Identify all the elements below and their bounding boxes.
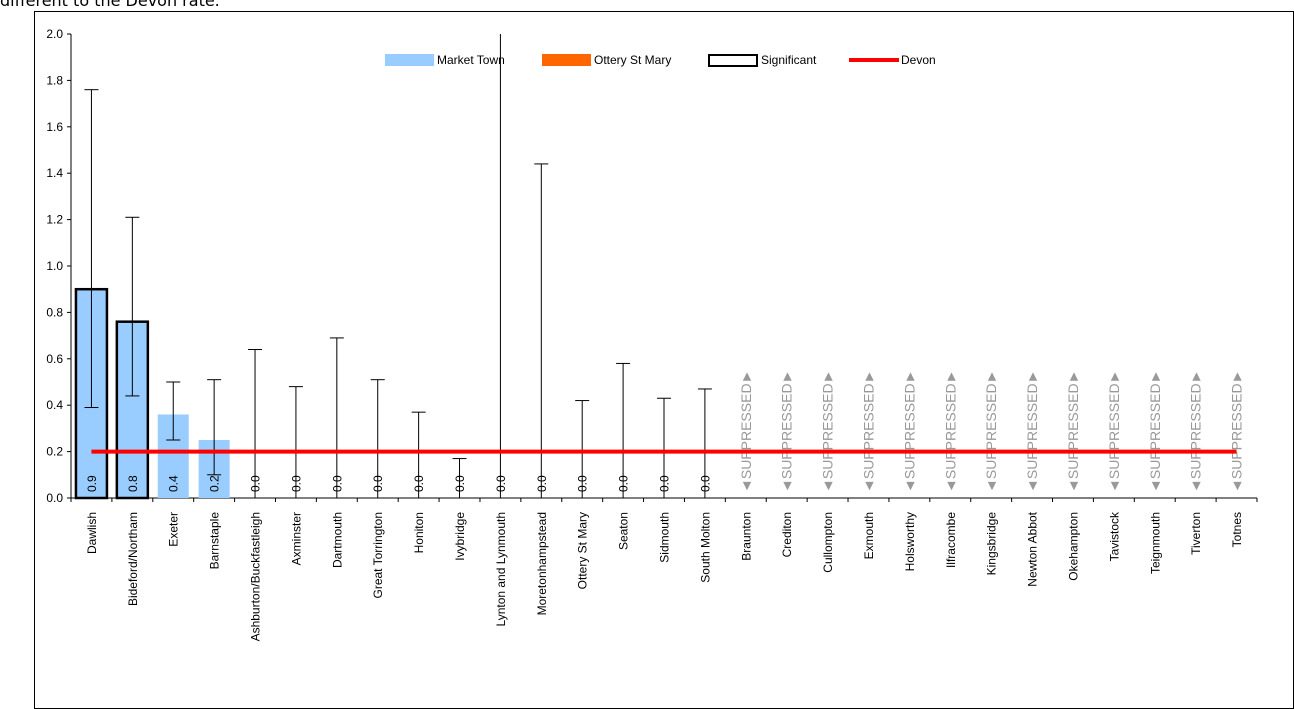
chart-caption: different to the Devon rate.	[0, 0, 220, 10]
x-tick-label: Barnstaple	[208, 512, 222, 570]
x-tick-label: Holsworthy	[903, 512, 917, 571]
data-label: 0.0	[289, 475, 303, 492]
suppressed-label: ◄SUPPRESSED►	[738, 370, 754, 493]
x-tick-label: Moretonhampstead	[535, 512, 549, 615]
x-tick-label: Axminster	[289, 512, 303, 565]
data-label: 0.0	[698, 475, 712, 492]
y-tick-label: 0.4	[46, 398, 63, 412]
x-tick-label: Lynton and Lynmouth	[494, 512, 508, 627]
x-tick-label: Kingsbridge	[985, 512, 999, 576]
x-tick-label: Ashburton/Buckfastleigh	[249, 512, 263, 641]
legend-swatch	[542, 54, 591, 66]
x-tick-label: Bideford/Northam	[126, 512, 140, 606]
x-tick-label: Ivybridge	[453, 512, 467, 561]
data-labels: 0.9 0.8 0.4 0.2 0.0 0.0 0.0 0.0 0.0 0.0 0.0 0.0 0.0 0…	[85, 370, 1245, 493]
chart-border	[34, 11, 1294, 709]
data-label: 0.0	[576, 475, 590, 492]
x-tick-label: Sidmouth	[658, 512, 672, 563]
bars	[74, 287, 230, 500]
suppressed-label: ◄SUPPRESSED►	[942, 370, 958, 493]
x-tick-label: Ottery St Mary	[576, 512, 590, 589]
y-tick-label: 1.0	[46, 259, 63, 273]
data-label: 0.2	[208, 475, 222, 492]
x-tick-label: Great Torrington	[371, 512, 385, 599]
legend-item-devon: Devon	[849, 53, 936, 67]
legend-swatch	[385, 54, 434, 66]
x-tick-label: Braunton	[739, 512, 753, 561]
legend: Market Town Ottery St Mary Significant Devo…	[385, 53, 936, 67]
error-bars	[84, 34, 712, 499]
x-tick-label: Okehampton	[1066, 512, 1080, 581]
x-tick-label: Honiton	[412, 512, 426, 553]
data-label: 0.0	[494, 475, 508, 492]
x-tick-label: Exmouth	[862, 512, 876, 559]
suppressed-label: ◄SUPPRESSED►	[1229, 370, 1245, 493]
suppressed-label: ◄SUPPRESSED►	[1024, 370, 1040, 493]
suppressed-label: ◄SUPPRESSED►	[983, 370, 999, 493]
y-tick-label: 0.6	[46, 352, 63, 366]
data-label: 0.9	[85, 475, 99, 492]
x-tick-label: Dawlish	[85, 512, 99, 554]
x-tick-label: Newton Abbot	[1026, 511, 1040, 586]
y-tick-label: 1.8	[46, 73, 63, 87]
y-tick-label: 0.2	[46, 445, 63, 459]
suppressed-label: ◄SUPPRESSED►	[901, 370, 917, 493]
legend-label: Ottery St Mary	[594, 53, 671, 67]
data-label: 0.0	[249, 475, 263, 492]
x-tick-label: Ilfracombe	[944, 512, 958, 568]
data-label: 0.8	[126, 475, 140, 492]
x-tick-label: Totnes	[1230, 512, 1244, 547]
legend-swatch	[708, 54, 758, 67]
suppressed-label: ◄SUPPRESSED►	[1065, 370, 1081, 493]
x-tick-label: Cullompton	[821, 512, 835, 573]
y-tick-label: 2.0	[46, 27, 63, 41]
legend-label: Devon	[901, 53, 936, 67]
data-label: 0.0	[412, 475, 426, 492]
y-tick-label: 1.2	[46, 213, 63, 227]
legend-label: Significant	[761, 53, 817, 67]
y-tick-label: 0.8	[46, 305, 63, 319]
data-label: 0.4	[167, 475, 181, 492]
y-tick-label: 1.6	[46, 120, 63, 134]
x-tick-label: Crediton	[780, 512, 794, 557]
legend-item-market-town: Market Town	[385, 53, 505, 67]
y-tick-label: 1.4	[46, 166, 63, 180]
data-label: 0.0	[658, 475, 672, 492]
data-label: 0.0	[330, 475, 344, 492]
data-label: 0.0	[617, 475, 631, 492]
legend-item-significant: Significant	[708, 53, 817, 67]
y-tick-label: 0.0	[46, 491, 63, 505]
suppressed-label: ◄SUPPRESSED►	[1188, 370, 1204, 493]
legend-label: Market Town	[437, 53, 505, 67]
suppressed-label: ◄SUPPRESSED►	[820, 370, 836, 493]
plot-area: 0.00.20.40.60.81.01.21.41.61.82.00.9 0.8 0…	[46, 27, 1258, 641]
x-tick-label: Exeter	[167, 512, 181, 547]
x-tick-label: Teignmouth	[1148, 512, 1162, 574]
x-tick-label: Tavistock	[1107, 511, 1121, 561]
suppressed-label: ◄SUPPRESSED►	[1106, 370, 1122, 493]
data-label: 0.0	[453, 475, 467, 492]
x-tick-label: Dartmouth	[330, 512, 344, 568]
legend-item-ottery-st-mary: Ottery St Mary	[542, 53, 671, 67]
data-label: 0.0	[371, 475, 385, 492]
x-tick-label: Tiverton	[1189, 512, 1203, 555]
x-tick-label: Seaton	[617, 512, 631, 550]
suppressed-label: ◄SUPPRESSED►	[1147, 370, 1163, 493]
data-label: 0.0	[535, 475, 549, 492]
suppressed-label: ◄SUPPRESSED►	[860, 370, 876, 493]
suppressed-label: ◄SUPPRESSED►	[779, 370, 795, 493]
x-tick-label: South Molton	[698, 512, 712, 583]
